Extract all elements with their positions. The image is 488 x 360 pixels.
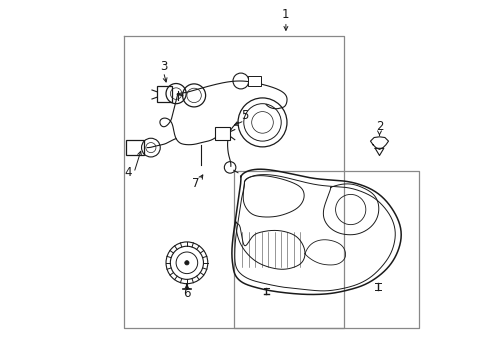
FancyBboxPatch shape bbox=[157, 86, 172, 102]
Text: 4: 4 bbox=[124, 166, 132, 179]
FancyBboxPatch shape bbox=[247, 76, 260, 86]
Text: 3: 3 bbox=[160, 60, 167, 73]
FancyBboxPatch shape bbox=[126, 140, 144, 155]
FancyBboxPatch shape bbox=[215, 127, 230, 140]
Text: 5: 5 bbox=[240, 109, 248, 122]
Text: 7: 7 bbox=[192, 177, 199, 190]
Text: 1: 1 bbox=[282, 8, 289, 21]
Text: 6: 6 bbox=[183, 287, 190, 300]
Circle shape bbox=[184, 261, 189, 265]
Text: 2: 2 bbox=[375, 120, 383, 132]
